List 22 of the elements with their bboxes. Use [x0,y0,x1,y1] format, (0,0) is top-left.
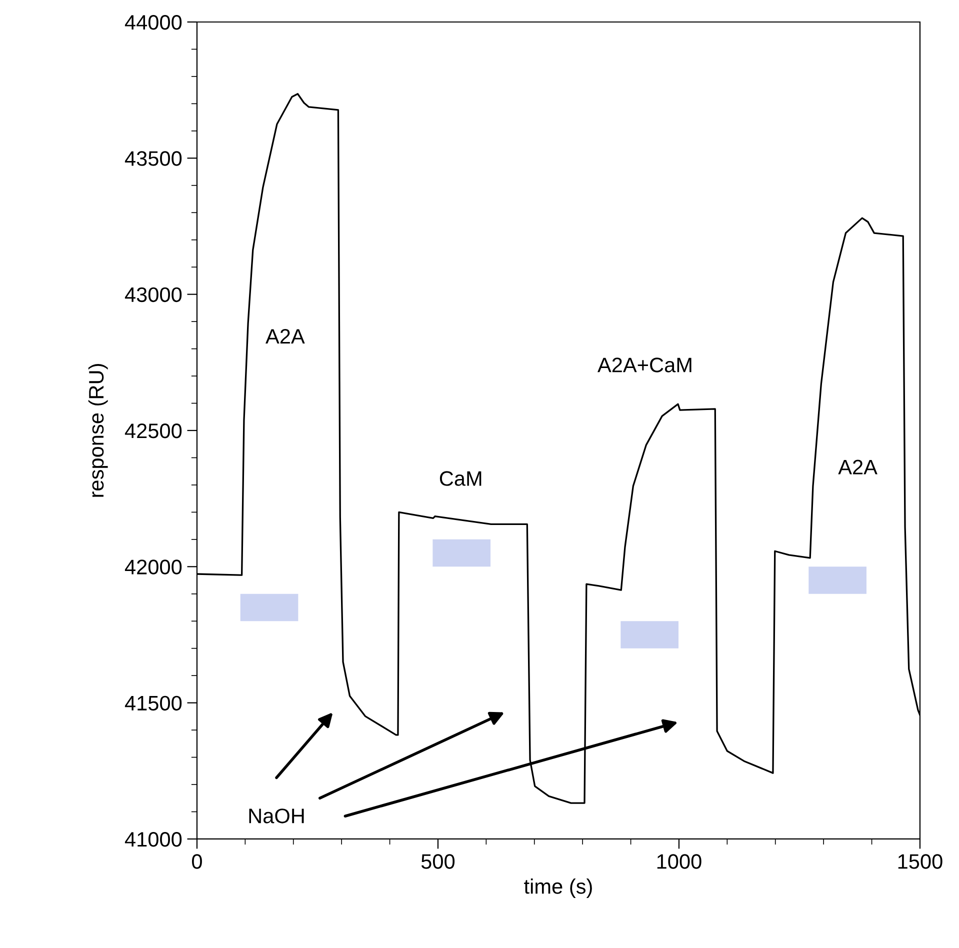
y-tick-label: 43000 [124,287,182,302]
x-axis-title: time (s) [524,878,592,898]
bar [808,566,866,594]
annotation: A2A [838,460,878,474]
bar [620,621,678,648]
annotation: NaOH [249,808,304,824]
y-tick-label: 41500 [124,696,182,711]
bar [240,594,298,622]
x-tick-label: 1500 [898,854,942,869]
bar [432,539,491,567]
x-tick-label: 500 [421,854,455,869]
y-tick-label: 44000 [124,14,182,30]
x-tick-label: 1000 [657,854,702,869]
annotation: A2A+CaM [598,358,692,372]
y-tick-label: 42000 [124,560,182,574]
annotation: A2A [266,329,305,344]
y-tick-label: 42500 [124,423,182,438]
y-tick-label: 43500 [124,151,182,166]
y-axis-title: response (RU) [88,364,108,497]
annotation: CaM [440,471,482,486]
x-tick-label: 0 [192,854,202,869]
y-tick-label: 41000 [124,832,182,847]
